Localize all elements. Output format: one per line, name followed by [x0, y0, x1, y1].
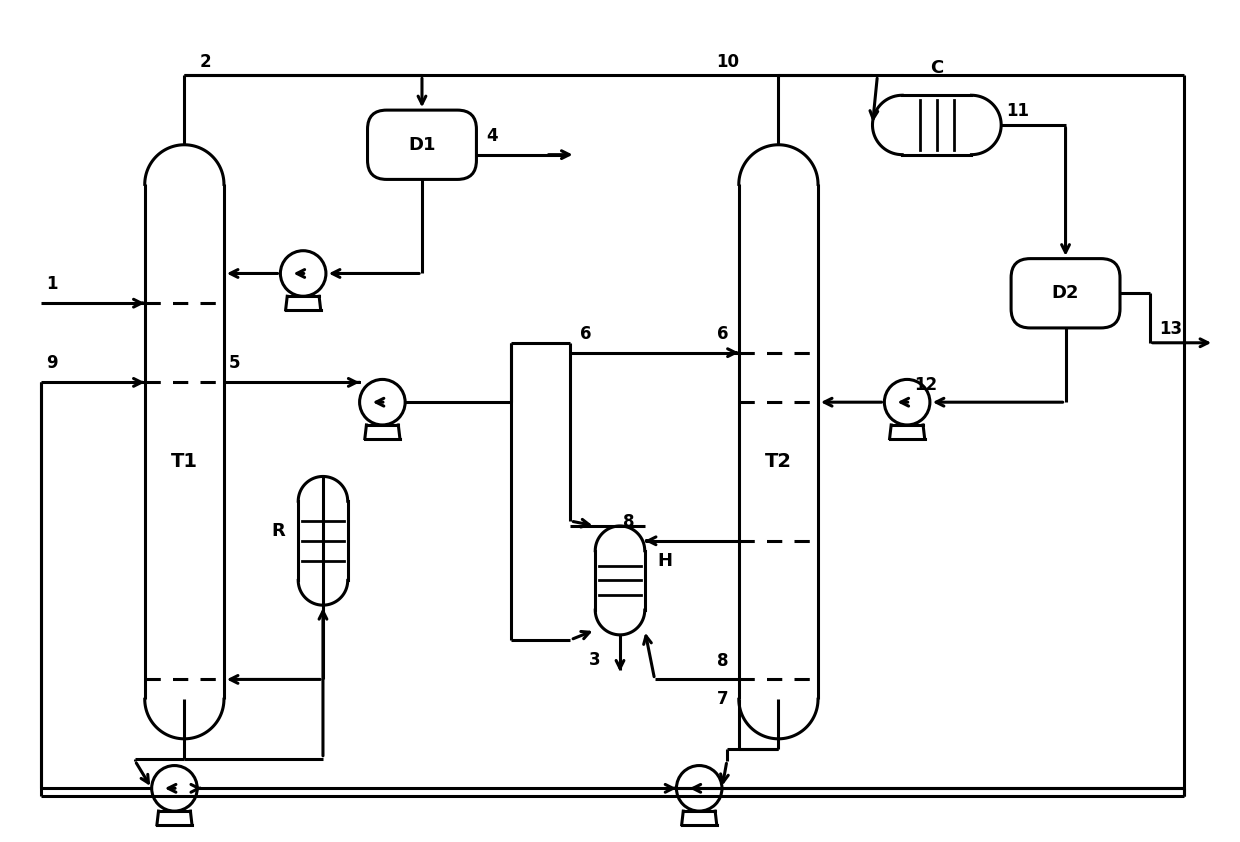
- Text: T2: T2: [765, 452, 792, 471]
- Text: 4: 4: [486, 127, 498, 145]
- Text: 13: 13: [1159, 320, 1183, 338]
- Text: 6: 6: [580, 325, 591, 343]
- Text: D2: D2: [1052, 285, 1079, 302]
- Text: 7: 7: [717, 690, 729, 708]
- Text: 8: 8: [718, 652, 729, 669]
- Text: 12: 12: [914, 376, 937, 394]
- Text: T1: T1: [171, 452, 198, 471]
- Text: 11: 11: [1006, 102, 1029, 120]
- Text: D1: D1: [408, 136, 435, 154]
- Text: R: R: [272, 522, 285, 540]
- Text: 9: 9: [46, 354, 57, 372]
- Text: 8: 8: [624, 513, 635, 531]
- Text: 2: 2: [200, 52, 211, 71]
- Text: 3: 3: [589, 651, 600, 669]
- Text: H: H: [657, 552, 672, 569]
- Text: 6: 6: [718, 325, 729, 343]
- Text: 10: 10: [715, 52, 739, 71]
- Text: 1: 1: [46, 275, 57, 293]
- Text: 5: 5: [229, 354, 241, 372]
- Text: C: C: [930, 60, 944, 77]
